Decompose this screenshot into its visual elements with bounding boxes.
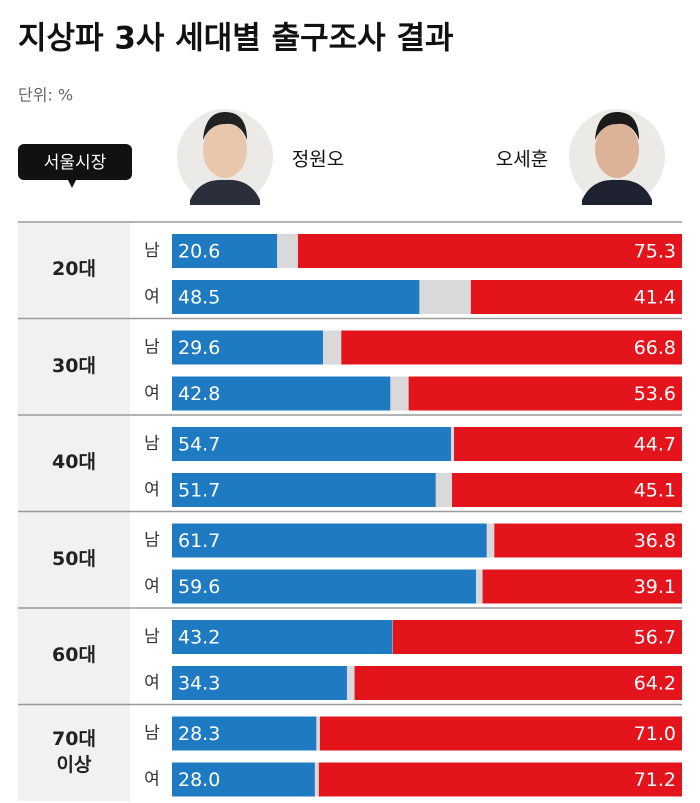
row-label: 여 <box>144 480 160 500</box>
legend-label: 오세훈 <box>496 149 548 171</box>
group-band <box>18 704 130 801</box>
group-band <box>18 608 130 705</box>
bar <box>172 376 391 411</box>
value-label: 28.0 <box>178 769 220 791</box>
value-label: 45.1 <box>634 480 676 502</box>
bar <box>172 620 393 654</box>
row-label: 여 <box>144 287 160 307</box>
bar <box>297 234 682 268</box>
chart-title: 지상파 3사 세대별 출구조사 결과 <box>18 21 454 57</box>
badge <box>18 144 132 188</box>
group-label: 70대 이상 <box>18 705 130 802</box>
row-label: 여 <box>144 577 160 597</box>
value-label: 66.8 <box>634 337 676 359</box>
group-label: 40대 <box>18 415 130 512</box>
badge-label: 서울시장 <box>44 153 107 173</box>
bar <box>172 234 278 268</box>
bar <box>341 330 682 365</box>
bar <box>172 569 476 604</box>
candidate-photo <box>177 109 273 205</box>
row-label: 남 <box>144 338 160 358</box>
group-text: 50대 <box>52 547 96 570</box>
value-label: 34.3 <box>178 673 220 695</box>
group-text: 40대 <box>52 451 96 474</box>
bar <box>172 280 420 314</box>
group-band <box>18 318 130 415</box>
value-label: 61.7 <box>178 530 220 552</box>
bar <box>172 473 436 507</box>
row-label: 남 <box>144 434 160 454</box>
legend-label: 정원오 <box>292 149 344 171</box>
row-label: 여 <box>144 673 160 693</box>
value-label: 36.8 <box>634 530 676 552</box>
group-text: 70대 이상 <box>52 728 96 776</box>
bar <box>494 523 682 558</box>
bar <box>451 473 682 507</box>
group-band <box>18 511 130 608</box>
bar <box>318 762 682 797</box>
value-label: 44.7 <box>634 434 676 456</box>
row-label: 남 <box>144 241 160 261</box>
bar <box>172 330 323 365</box>
value-label: 71.0 <box>634 723 676 745</box>
value-label: 64.2 <box>634 673 676 695</box>
group-label: 60대 <box>18 608 130 705</box>
value-label: 51.7 <box>178 480 220 502</box>
value-label: 54.7 <box>178 434 220 456</box>
bar <box>408 376 682 411</box>
value-label: 71.2 <box>634 769 676 791</box>
bar <box>482 569 682 604</box>
value-label: 56.7 <box>634 627 676 649</box>
group-text: 30대 <box>52 354 96 377</box>
group-label: 50대 <box>18 512 130 609</box>
value-label: 53.6 <box>634 383 676 405</box>
candidate-photo <box>569 109 665 205</box>
group-text: 20대 <box>52 258 96 281</box>
value-label: 29.6 <box>178 337 220 359</box>
row-label: 남 <box>144 724 160 744</box>
bar <box>172 666 347 700</box>
group-label: 20대 <box>18 222 130 319</box>
unit-label: 단위: % <box>18 86 73 105</box>
value-label: 28.3 <box>178 723 220 745</box>
row-label: 남 <box>144 627 160 647</box>
group-label: 30대 <box>18 319 130 416</box>
value-label: 39.1 <box>634 576 676 598</box>
bar <box>172 427 451 461</box>
row-label: 여 <box>144 770 160 790</box>
value-label: 48.5 <box>178 287 220 309</box>
value-label: 20.6 <box>178 241 220 263</box>
group-band <box>18 222 130 319</box>
value-label: 41.4 <box>634 287 676 309</box>
bar <box>172 716 317 751</box>
row-label: 여 <box>144 384 160 404</box>
bar <box>454 427 682 461</box>
row-label: 남 <box>144 531 160 551</box>
bar <box>470 280 682 314</box>
value-label: 59.6 <box>178 576 220 598</box>
value-label: 43.2 <box>178 627 220 649</box>
bar <box>392 620 682 654</box>
bar <box>319 716 682 751</box>
bar <box>172 523 487 558</box>
value-label: 42.8 <box>178 383 220 405</box>
bar <box>172 762 315 797</box>
group-band <box>18 415 130 512</box>
bar <box>354 666 682 700</box>
value-label: 75.3 <box>634 241 676 263</box>
group-text: 60대 <box>52 644 96 667</box>
